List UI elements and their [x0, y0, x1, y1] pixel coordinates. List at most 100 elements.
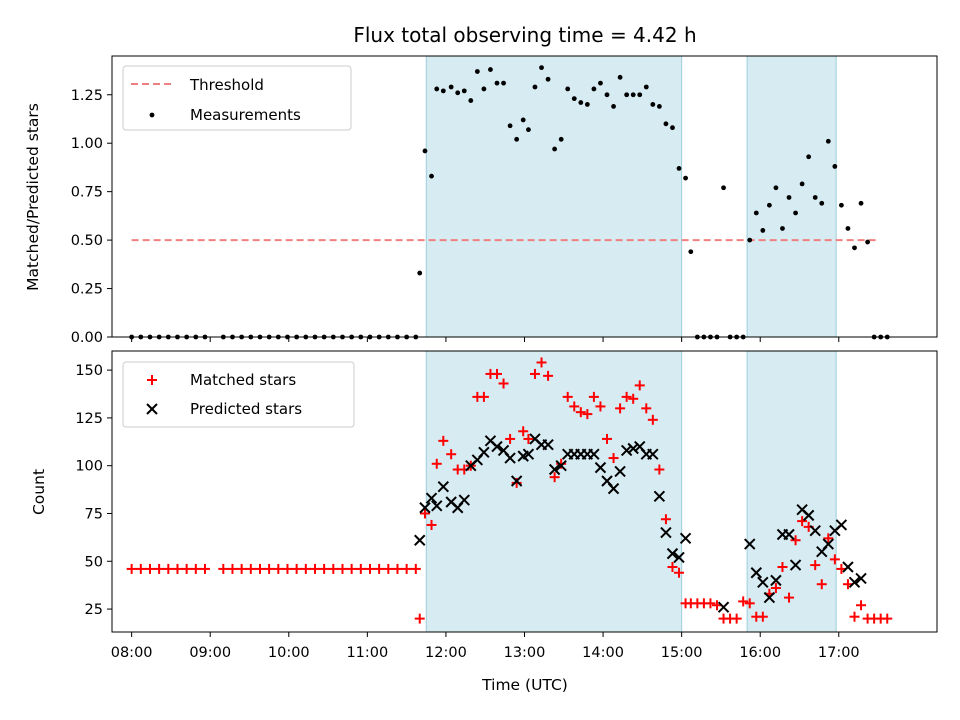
y-tick-label: 100	[75, 459, 103, 475]
x-tick-label: 14:00	[582, 645, 624, 661]
matched-star-point	[273, 563, 284, 574]
matched-star-point	[328, 563, 339, 574]
matched-star-point	[849, 611, 860, 622]
predicted-star-stroke	[802, 509, 815, 522]
y-tick-label: 50	[85, 554, 103, 570]
predicted-star-point	[588, 448, 600, 460]
matched-star-point	[816, 579, 827, 590]
top-panel-ratio: 0.00 0.25 0.50 0.75 1.00 1.25 Matched/Predict…	[24, 55, 938, 346]
measurement-point	[552, 146, 558, 152]
matched-star-point	[190, 563, 201, 574]
measurement-point	[650, 102, 656, 107]
matched-star-point	[478, 391, 489, 402]
predicted-star-point	[848, 576, 861, 589]
measurement-point	[429, 173, 434, 179]
observing-interval	[747, 351, 837, 632]
top-x-ticks	[131, 337, 840, 342]
matched-star-point	[575, 407, 586, 418]
predicted-star-stroke	[789, 559, 802, 571]
predicted-star-stroke	[522, 448, 535, 460]
y-tick-label: 150	[75, 363, 103, 379]
predicted-star-point	[478, 446, 490, 459]
predicted-star-point	[744, 538, 756, 550]
matched-star-point	[374, 563, 385, 574]
matched-star-point	[300, 563, 311, 574]
predicted-star-point	[835, 519, 848, 531]
matched-star-point	[595, 401, 606, 412]
matched-star-point	[797, 516, 808, 527]
measurement-point	[663, 121, 669, 127]
predicted-star-stroke	[601, 475, 613, 487]
x-tick-label: 10:00	[268, 645, 310, 661]
predicted-star-point	[542, 438, 554, 451]
predicted-star-stroke	[673, 551, 685, 564]
measurement-point	[611, 103, 616, 109]
matched-star-point	[410, 563, 421, 574]
matched-star-point	[236, 563, 247, 574]
predicted-star-point	[647, 448, 659, 460]
predicted-star-point	[607, 482, 620, 495]
legend-measurements-label: Measurements	[190, 106, 301, 124]
matched-star-point	[492, 368, 502, 379]
matched-star-point	[615, 403, 626, 414]
matched-star-point	[608, 453, 619, 464]
predicted-star-stroke	[458, 494, 470, 506]
predicted-star-point	[757, 576, 769, 589]
matched-star-point	[264, 563, 275, 574]
predicted-star-point	[504, 452, 516, 464]
matched-star-point	[647, 414, 658, 425]
predicted-star-stroke	[842, 561, 854, 573]
measurement-point	[766, 202, 772, 208]
predicted-star-stroke	[822, 538, 835, 550]
matched-star-point	[777, 562, 788, 573]
predicted-star-stroke	[660, 526, 672, 539]
matched-star-point	[291, 563, 302, 574]
predicted-star-stroke	[478, 446, 490, 459]
predicted-star-stroke	[750, 567, 762, 579]
measurement-point	[786, 195, 792, 200]
measurement-point	[417, 270, 423, 276]
matched-star-point	[181, 563, 192, 574]
predicted-star-stroke	[744, 538, 756, 550]
x-tick-label: 16:00	[739, 645, 781, 661]
predicted-star-stroke	[757, 576, 769, 589]
predicted-star-stroke	[666, 547, 679, 560]
measurement-point	[501, 80, 506, 86]
chart-title: Flux total observing time = 4.42 h	[353, 23, 696, 47]
matched-star-point	[401, 563, 412, 574]
predicted-star-point	[627, 442, 639, 455]
matched-star-point	[199, 563, 210, 574]
matched-star-point	[218, 563, 229, 574]
predicted-star-point	[802, 509, 815, 522]
predicted-star-stroke	[548, 463, 561, 476]
matched-star-point	[556, 458, 567, 469]
predicted-star-stroke	[588, 448, 600, 460]
observing-interval	[426, 56, 682, 337]
matched-star-point	[882, 613, 893, 624]
matched-star-point	[163, 563, 174, 574]
measurement-point	[773, 185, 779, 191]
matched-star-point	[588, 391, 599, 402]
measurement-point	[832, 164, 838, 169]
bottom-x-axis: 08:00 09:00 10:00 11:00 12:00 13:00 14:00 15:00…	[111, 632, 860, 661]
bottom-observing-intervals	[425, 351, 837, 632]
predicted-star-stroke	[504, 452, 516, 464]
matched-star-point	[392, 563, 403, 574]
predicted-star-stroke	[835, 519, 848, 531]
measurement-point	[819, 200, 825, 206]
predicted-star-stroke	[647, 448, 659, 460]
measurement-point	[643, 84, 649, 90]
measurement-point	[683, 175, 688, 181]
matched-star-point	[549, 472, 560, 483]
predicted-star-stroke	[431, 500, 443, 512]
predicted-star-stroke	[425, 492, 438, 504]
measurement-point	[780, 226, 785, 231]
predicted-star-stroke	[763, 591, 776, 604]
predicted-star-point	[679, 532, 692, 545]
measurement-point	[670, 125, 675, 131]
y-tick-label: 125	[75, 411, 103, 427]
y-tick-label: 0.50	[71, 233, 103, 249]
predicted-star-point	[522, 448, 535, 460]
bottom-y-axis: 25 50 75 100 125 150	[75, 363, 112, 618]
